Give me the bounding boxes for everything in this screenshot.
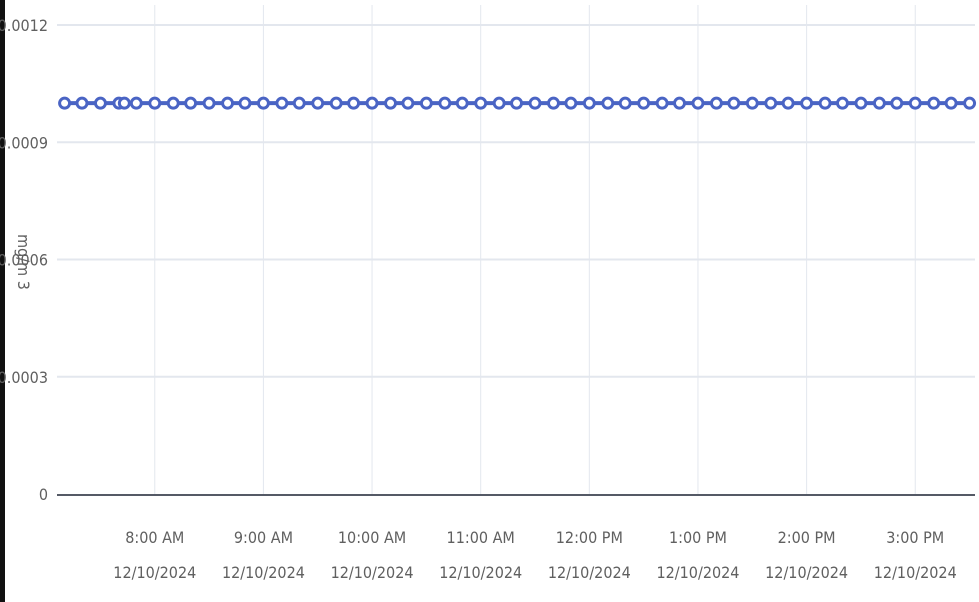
data-point-marker	[401, 96, 415, 110]
data-point-marker	[221, 96, 235, 110]
x-tick-date: 12/10/2024	[874, 563, 957, 582]
data-point-marker	[800, 96, 814, 110]
x-tick-date: 12/10/2024	[331, 563, 414, 582]
data-point-marker	[438, 96, 452, 110]
data-point-marker	[528, 96, 542, 110]
data-point-marker	[691, 96, 705, 110]
data-point-marker	[275, 96, 289, 110]
data-point-marker	[673, 96, 687, 110]
data-point-marker	[75, 96, 89, 110]
data-point-marker	[129, 96, 143, 110]
data-point-marker	[745, 96, 759, 110]
data-point-marker	[908, 96, 922, 110]
x-tick-date: 12/10/2024	[656, 563, 739, 582]
data-point-marker	[781, 96, 795, 110]
x-tick-date: 12/10/2024	[439, 563, 522, 582]
data-point-marker	[455, 96, 469, 110]
data-point-marker	[655, 96, 669, 110]
data-point-marker	[492, 96, 506, 110]
y-tick-label: 0.0012	[0, 16, 48, 35]
x-tick-time: 3:00 PM	[886, 528, 944, 547]
data-point-marker	[601, 96, 615, 110]
data-point-marker	[58, 96, 72, 110]
data-point-marker	[93, 96, 107, 110]
data-point-marker	[117, 96, 131, 110]
x-tick-time: 9:00 AM	[234, 528, 293, 547]
data-point-marker	[963, 96, 977, 110]
y-tick-labels: 0 0.0003 0.0006 0.0009 0.0012	[0, 16, 48, 504]
data-point-marker	[818, 96, 832, 110]
series-line-group	[58, 96, 977, 110]
left-border	[0, 0, 5, 602]
x-gridlines	[154, 5, 916, 494]
data-point-marker	[872, 96, 886, 110]
data-point-marker	[927, 96, 941, 110]
data-point-marker	[546, 96, 560, 110]
y-tick-label: 0.0003	[0, 368, 48, 387]
data-point-marker	[184, 96, 198, 110]
data-point-marker	[618, 96, 632, 110]
data-point-marker	[564, 96, 578, 110]
data-point-marker	[384, 96, 398, 110]
data-point-marker	[709, 96, 723, 110]
x-tick-time: 10:00 AM	[338, 528, 406, 547]
data-point-marker	[347, 96, 361, 110]
y-tick-label: 0.0009	[0, 133, 48, 152]
x-tick-time: 8:00 AM	[125, 528, 184, 547]
data-point-marker	[419, 96, 433, 110]
data-point-marker	[292, 96, 306, 110]
data-point-marker	[365, 96, 379, 110]
x-tick-time: 1:00 PM	[669, 528, 727, 547]
data-point-marker	[835, 96, 849, 110]
x-tick-time: 11:00 AM	[447, 528, 515, 547]
y-gridlines	[57, 24, 975, 378]
data-point-marker	[582, 96, 596, 110]
data-point-marker	[890, 96, 904, 110]
y-tick-label: 0	[39, 485, 48, 504]
data-point-marker	[764, 96, 778, 110]
data-point-marker	[166, 96, 180, 110]
data-point-marker	[329, 96, 343, 110]
x-tick-date: 12/10/2024	[548, 563, 631, 582]
y-tick-label: 0.0006	[0, 251, 48, 270]
data-point-marker	[238, 96, 252, 110]
x-tick-time: 12:00 PM	[556, 528, 623, 547]
data-point-marker	[944, 96, 958, 110]
data-point-marker	[854, 96, 868, 110]
x-tick-labels: 8:00 AM 12/10/2024 9:00 AM 12/10/2024 10:00 …	[113, 528, 956, 582]
data-point-marker	[474, 96, 488, 110]
y-axis-title: mg/m 3	[14, 234, 33, 290]
x-tick-date: 12/10/2024	[113, 563, 196, 582]
data-point-marker	[202, 96, 216, 110]
data-point-marker	[311, 96, 325, 110]
data-point-marker	[256, 96, 270, 110]
data-point-marker	[148, 96, 162, 110]
data-point-marker	[727, 96, 741, 110]
x-tick-date: 12/10/2024	[222, 563, 305, 582]
x-tick-date: 12/10/2024	[765, 563, 848, 582]
x-tick-time: 2:00 PM	[778, 528, 836, 547]
data-point-marker	[637, 96, 651, 110]
data-point-marker	[510, 96, 524, 110]
